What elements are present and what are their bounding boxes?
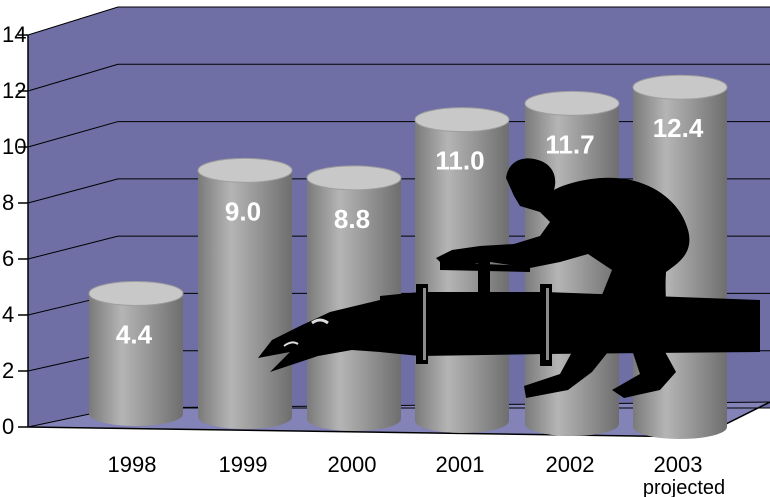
gridline-side [27,178,119,204]
x-tick-label: 2002 [546,452,595,477]
bar-top [524,90,620,116]
x-tick-label: 1998 [108,452,157,477]
y-tick-label: 12 [2,78,26,103]
gridline-side [27,235,119,260]
y-tick-label: 0 [2,414,14,439]
bar-top [414,107,510,133]
data-label: 9.0 [225,196,261,226]
y-tick-label: 8 [2,190,14,215]
x-tick-label: 1999 [219,452,268,477]
y-tick-label: 2 [2,358,14,383]
x-tick-label: 2000 [328,452,377,477]
bar-top [306,165,402,191]
gridline-side [27,121,119,148]
bar-top [632,74,728,100]
y-tick-label: 4 [2,302,14,327]
bar-2000 [306,165,402,431]
gridline-side [27,6,119,36]
x-tick-label: 2001 [436,452,485,477]
data-label: 12.4 [653,113,704,143]
x-axis-line [27,426,701,438]
y-tick-label: 14 [2,22,26,47]
data-label: 11.0 [435,146,484,176]
bar-1998 [88,280,184,426]
worker-valve-silhouette [258,158,760,398]
data-label: 4.4 [116,319,153,349]
data-label: 11.7 [545,129,594,159]
bar-1999 [197,157,293,429]
bar-body [307,177,401,431]
bar-body [89,293,183,426]
x-tick-sublabel: projected [643,477,725,497]
y-tick-label: 10 [2,134,26,159]
data-label: 8.8 [334,204,370,234]
bar-top [197,157,293,183]
gridline-side [27,63,119,92]
y-tick-label: 6 [2,246,14,271]
bar-body [198,170,292,429]
x-tick-label: 2003 [654,452,703,477]
bar-top [88,280,184,306]
